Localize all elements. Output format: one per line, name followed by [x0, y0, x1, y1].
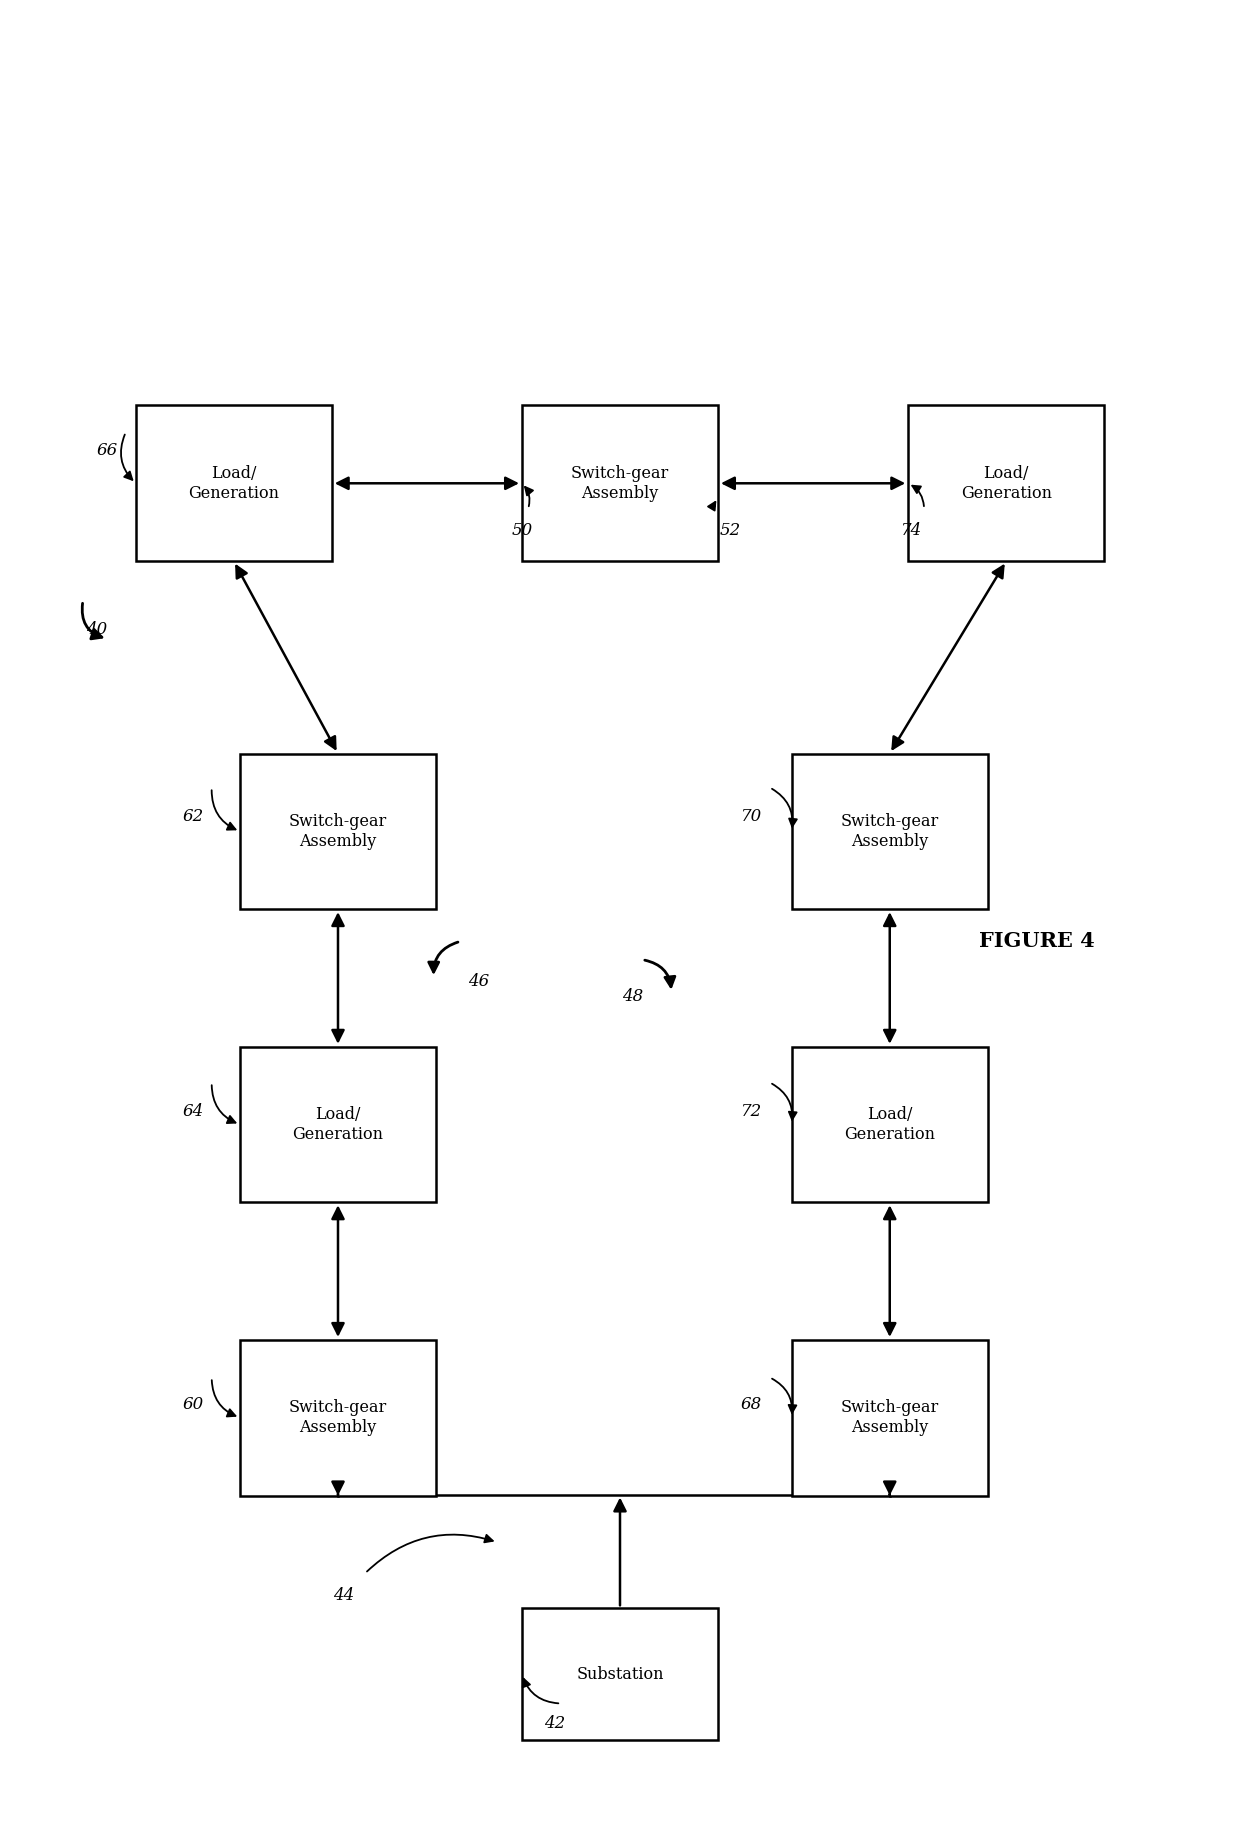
Text: Load/
Generation: Load/ Generation [961, 465, 1052, 502]
FancyBboxPatch shape [908, 406, 1105, 561]
FancyBboxPatch shape [522, 406, 718, 561]
Text: 48: 48 [621, 988, 642, 1004]
Text: 52: 52 [719, 522, 742, 539]
Text: 68: 68 [740, 1396, 761, 1414]
FancyBboxPatch shape [791, 1047, 988, 1202]
Text: Switch-gear
Assembly: Switch-gear Assembly [289, 1399, 387, 1436]
Text: 62: 62 [182, 809, 203, 825]
Text: 60: 60 [182, 1396, 203, 1414]
Text: 46: 46 [469, 973, 490, 989]
FancyBboxPatch shape [135, 406, 332, 561]
Text: 64: 64 [182, 1104, 203, 1121]
Text: FIGURE 4: FIGURE 4 [980, 932, 1095, 951]
Text: Load/
Generation: Load/ Generation [293, 1106, 383, 1143]
Text: 40: 40 [86, 622, 107, 639]
Text: Substation: Substation [577, 1665, 663, 1684]
Text: Switch-gear
Assembly: Switch-gear Assembly [841, 1399, 939, 1436]
Text: Switch-gear
Assembly: Switch-gear Assembly [289, 812, 387, 849]
Text: Switch-gear
Assembly: Switch-gear Assembly [570, 465, 670, 502]
Text: Switch-gear
Assembly: Switch-gear Assembly [841, 812, 939, 849]
Text: Load/
Generation: Load/ Generation [844, 1106, 935, 1143]
Text: 44: 44 [334, 1588, 355, 1604]
Text: 50: 50 [511, 522, 532, 539]
FancyBboxPatch shape [791, 753, 988, 910]
Text: 42: 42 [544, 1715, 565, 1732]
FancyBboxPatch shape [239, 753, 436, 910]
Text: 70: 70 [740, 809, 761, 825]
FancyBboxPatch shape [791, 1340, 988, 1495]
Text: 74: 74 [901, 522, 923, 539]
Text: 72: 72 [740, 1104, 761, 1121]
Text: Load/
Generation: Load/ Generation [188, 465, 279, 502]
FancyBboxPatch shape [522, 1608, 718, 1741]
FancyBboxPatch shape [239, 1340, 436, 1495]
Text: 66: 66 [97, 441, 118, 460]
FancyBboxPatch shape [239, 1047, 436, 1202]
